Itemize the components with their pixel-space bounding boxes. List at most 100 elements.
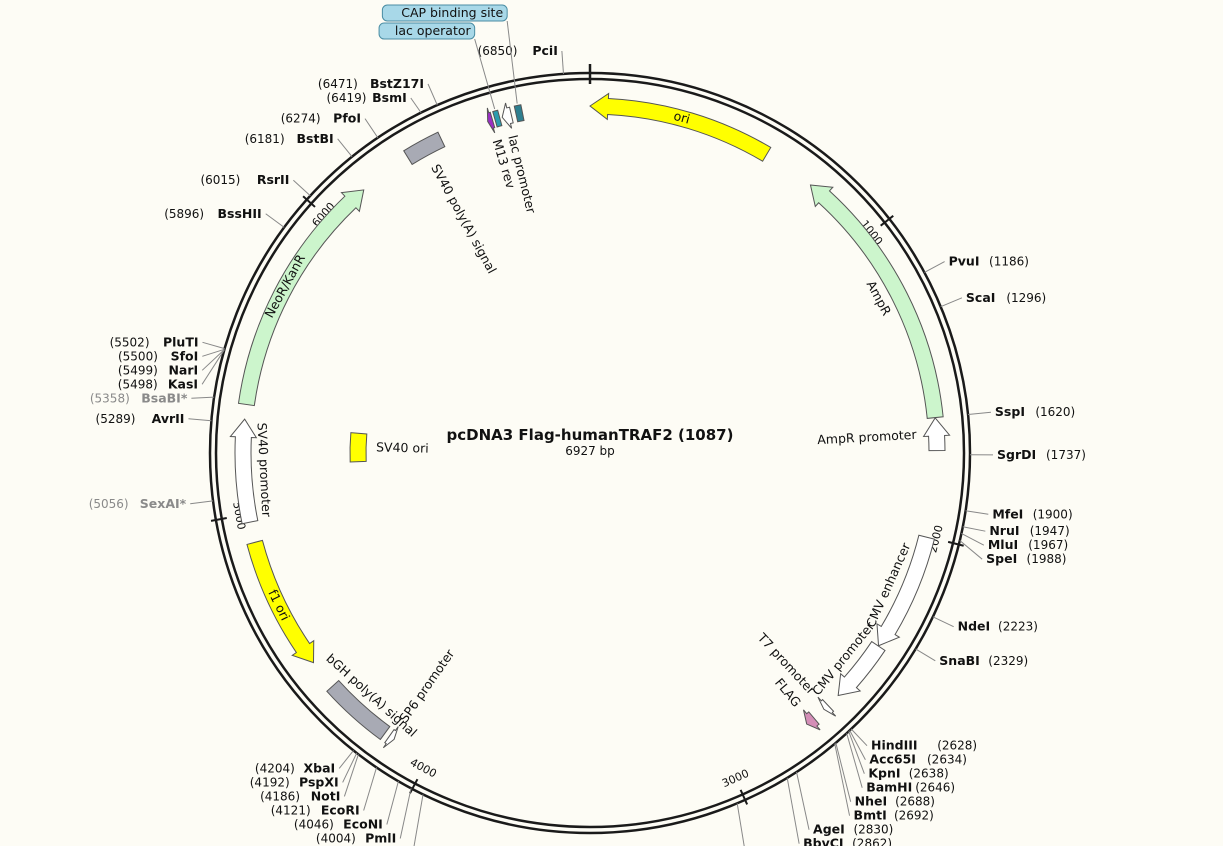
site-nari[interactable]: NarI (5499): [118, 349, 225, 378]
site-ndei[interactable]: NdeI (2223): [932, 616, 1038, 634]
site-position: (2688): [895, 795, 935, 809]
feature-sv40-promoter[interactable]: [229, 418, 259, 525]
site-leader: [962, 526, 986, 532]
site-hindiii[interactable]: HindIII (2628): [850, 728, 977, 753]
feature-m13-rev[interactable]: [486, 107, 496, 134]
site-position: (4046): [294, 817, 334, 831]
site-pvui[interactable]: PvuI (1186): [924, 254, 1029, 273]
site-nhei[interactable]: NheI (2688): [835, 742, 935, 809]
feature-t7-promoter[interactable]: [817, 696, 837, 717]
site-position: (5056): [89, 497, 129, 511]
site-pfoi[interactable]: PfoI (6274): [281, 111, 379, 139]
site-scai[interactable]: ScaI (1296): [940, 290, 1047, 308]
site-name: XbaI: [304, 760, 336, 775]
feature-cap-binding-site[interactable]: [513, 104, 525, 123]
site-noti[interactable]: NotI (4186): [260, 754, 359, 803]
site-sfoi[interactable]: SfoI (5500): [118, 348, 225, 363]
site-name: BstZ17I: [370, 76, 424, 91]
site-name: PluTI: [163, 334, 199, 349]
site-snabi[interactable]: SnaBI (2329): [915, 648, 1029, 668]
site-name: PciI: [532, 43, 558, 58]
site-position: (5499): [118, 363, 158, 377]
site-bsmi[interactable]: BsmI (6419): [327, 90, 422, 113]
site-acc65i[interactable]: Acc65I (2634): [849, 730, 967, 767]
site-leader: [786, 777, 800, 844]
site-kasi[interactable]: KasI (5498): [118, 349, 225, 391]
site-econi[interactable]: EcoNI (4046): [294, 781, 399, 831]
site-leader: [201, 349, 225, 371]
feature-lac-promoter[interactable]: [501, 102, 514, 129]
site-ecori[interactable]: EcoRI (4121): [271, 767, 378, 817]
site-leader: [427, 83, 438, 106]
restriction-sites: PvuI (1186) ScaI (1296) SspI (1620) SgrDI (1737…: [89, 43, 1086, 846]
site-mlui[interactable]: MluI (1967): [961, 533, 1068, 552]
feature-label-sv40-poly-a-signal: SV40 poly(A) signal: [428, 162, 499, 276]
site-mfei[interactable]: MfeI (1900): [965, 506, 1073, 521]
feature-cmv-enhancer[interactable]: [876, 534, 935, 647]
site-leader: [399, 788, 412, 839]
site-name: SnaBI: [939, 653, 980, 668]
feature-flag[interactable]: [803, 709, 821, 731]
feature-sv40-poly-a-signal[interactable]: [403, 131, 446, 166]
feature-neor-kanr[interactable]: [237, 189, 365, 407]
site-name: BstBI: [297, 131, 334, 146]
position-tick: [880, 215, 894, 227]
site-bsabi[interactable]: BsaBI* (5358): [90, 390, 215, 405]
site-name: SspI: [995, 404, 1025, 419]
feature-callouts: lac operator CAP binding site: [378, 4, 518, 110]
site-leader: [202, 341, 225, 350]
site-bstbi[interactable]: BstBI (6181): [245, 131, 353, 158]
site-nrui[interactable]: NruI (1947): [962, 523, 1070, 538]
feature-label-sp6-promoter: SP6 promoter: [396, 646, 458, 725]
site-pspxi[interactable]: PspXI (4192): [250, 752, 358, 789]
feature-label-sv40-ori: SV40 ori: [376, 439, 429, 455]
map-center: pcDNA3 Flag-humanTRAF2 (1087) 6927 bp: [447, 426, 734, 458]
site-avrii[interactable]: AvrII (5289): [96, 411, 212, 426]
position-tick: [210, 517, 227, 522]
site-bmti[interactable]: BmtI (2692): [834, 743, 934, 823]
site-pluti[interactable]: PluTI (5502): [110, 334, 225, 349]
feature-bgh-poly-a-signal[interactable]: [326, 679, 391, 741]
site-pmli[interactable]: PmlI (4004): [316, 788, 412, 845]
feature-f1-ori[interactable]: [246, 539, 315, 664]
site-pcii[interactable]: PciI (6850): [478, 43, 564, 74]
site-position: (2628): [937, 739, 977, 753]
position-tick: [409, 778, 419, 794]
site-bbvci[interactable]: BbvCI (2862): [786, 777, 892, 846]
site-sgrdi[interactable]: SgrDI (1737): [969, 447, 1086, 462]
site-position: (6274): [281, 112, 321, 126]
site-bsshii[interactable]: BssHII (5896): [164, 206, 285, 228]
site-sexai[interactable]: SexAI* (5056): [89, 496, 214, 511]
site-name: AvrII: [152, 411, 185, 426]
site-agei[interactable]: AgeI (2830): [796, 771, 894, 837]
site-position: (4204): [255, 761, 295, 775]
site-leader: [961, 533, 985, 546]
site-sspi[interactable]: SspI (1620): [967, 404, 1075, 419]
callout-leader-lac-operator: [474, 38, 496, 110]
site-bstz17i[interactable]: BstZ17I (6471): [318, 76, 438, 106]
site-kpni[interactable]: KpnI (2638): [848, 731, 949, 781]
site-rsrii[interactable]: RsrII (6015): [200, 172, 311, 197]
site-leader: [201, 349, 225, 385]
feature-lac-operator[interactable]: [492, 109, 503, 128]
site-leader: [386, 781, 399, 825]
feature-ampr-promoter[interactable]: [922, 417, 951, 452]
site-bamhi[interactable]: BamHI (2646): [846, 733, 955, 795]
feature-sv40-ori[interactable]: [349, 432, 368, 463]
site-name: SexAI*: [140, 496, 187, 511]
site-spei[interactable]: SpeI (1988): [959, 540, 1067, 567]
site-position: (4192): [250, 775, 290, 789]
site-leader: [846, 733, 863, 788]
site-position: (5498): [118, 377, 158, 391]
site-name: BsaBI*: [141, 390, 188, 405]
feature-sp6-promoter[interactable]: [382, 726, 399, 749]
feature-cmv-promoter[interactable]: [837, 640, 886, 697]
site-leader: [915, 648, 936, 662]
site-leader: [965, 510, 989, 515]
feature-ori[interactable]: [589, 92, 772, 162]
site-kfli[interactable]: KflI(3025): [736, 803, 830, 846]
callout-label-cap-binding-site: CAP binding site: [401, 5, 503, 20]
site-xbai[interactable]: XbaI (4204): [255, 750, 354, 775]
